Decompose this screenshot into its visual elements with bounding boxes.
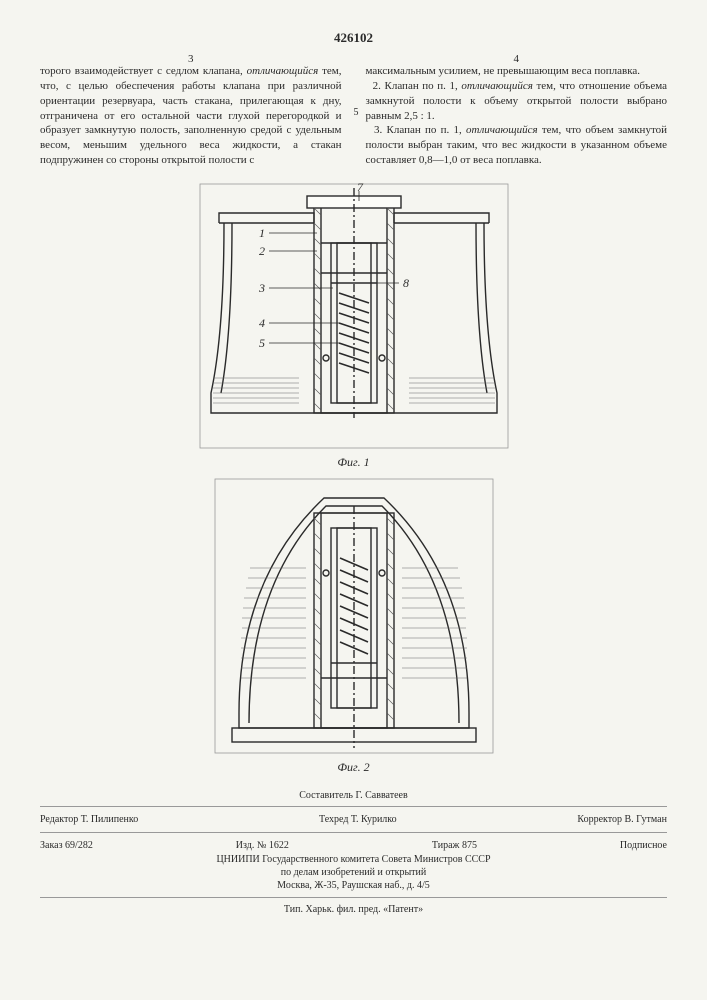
text-columns: 3 торого взаимодействует с седлом клапан… <box>40 64 667 168</box>
separator-2 <box>40 832 667 833</box>
sub-type: Подписное <box>620 840 667 851</box>
figure-2: Фиг. 2 <box>214 478 494 775</box>
svg-text:8: 8 <box>403 276 409 290</box>
fig2-caption: Фиг. 2 <box>214 760 494 775</box>
line-5: 5 <box>354 106 359 120</box>
svg-text:4: 4 <box>259 316 265 330</box>
org-line-1: ЦНИИПИ Государственного комитета Совета … <box>40 853 667 866</box>
fig1-caption: Фиг. 1 <box>199 455 509 470</box>
figures-block: 1 2 3 4 5 7 8 Фиг. 1 <box>40 183 667 775</box>
right-column: 4 5 максимальным усилием, не превышающим… <box>366 64 668 168</box>
org-block: ЦНИИПИ Государственного комитета Совета … <box>40 853 667 892</box>
svg-text:1: 1 <box>259 226 265 240</box>
left-column: 3 торого взаимодействует с седлом клапан… <box>40 64 342 168</box>
circulation: Тираж 875 <box>432 840 477 851</box>
publication-row: Заказ 69/282 Изд. № 1622 Тираж 875 Подпи… <box>40 838 667 853</box>
figure-1: 1 2 3 4 5 7 8 Фиг. 1 <box>199 183 509 470</box>
separator-3 <box>40 897 667 898</box>
col-num-4: 4 <box>514 52 520 67</box>
svg-text:3: 3 <box>258 281 265 295</box>
issue-num: Изд. № 1622 <box>236 840 289 851</box>
svg-text:5: 5 <box>259 336 265 350</box>
org-address: Москва, Ж-35, Раушская наб., д. 4/5 <box>40 879 667 892</box>
right-text: максимальным усилием, не превышающим вес… <box>366 65 668 166</box>
svg-text:7: 7 <box>357 183 364 194</box>
printer-line: Тип. Харьк. фил. пред. «Патент» <box>40 904 667 915</box>
col-num-3: 3 <box>188 52 194 67</box>
svg-text:2: 2 <box>259 244 265 258</box>
compiler-line: Составитель Г. Савватеев <box>40 790 667 801</box>
left-text: торого взаимодействует с седлом клапана,… <box>40 65 342 166</box>
org-line-2: по делам изобретений и открытий <box>40 866 667 879</box>
order-num: Заказ 69/282 <box>40 840 93 851</box>
tech-editor: Техред Т. Курилко <box>319 814 397 825</box>
editor: Редактор Т. Пилипенко <box>40 814 138 825</box>
editorial-row: Редактор Т. Пилипенко Техред Т. Курилко … <box>40 812 667 827</box>
corrector: Корректор В. Гутман <box>577 814 667 825</box>
patent-number: 426102 <box>40 30 667 46</box>
separator-1 <box>40 806 667 807</box>
